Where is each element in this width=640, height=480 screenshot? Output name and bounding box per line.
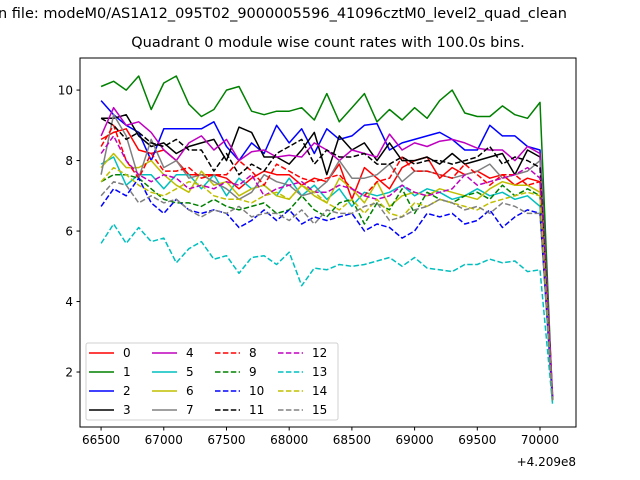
x-tick-label: 68000 [270, 433, 308, 447]
legend-label-8: 8 [249, 346, 257, 360]
series-line-12 [100, 135, 554, 397]
legend-label-11: 11 [249, 403, 264, 417]
legend-label-0: 0 [123, 346, 131, 360]
series-line-1 [100, 75, 554, 401]
plot-frame [79, 57, 577, 428]
chart-title: Quadrant 0 module wise count rates with … [131, 35, 525, 51]
legend-label-10: 10 [249, 384, 264, 398]
legend-label-1: 1 [123, 365, 131, 379]
legend-label-12: 12 [312, 346, 327, 360]
series-line-3 [101, 113, 554, 401]
y-tick-label: 4 [65, 295, 73, 309]
series-line-7 [100, 113, 554, 397]
legend-box [85, 342, 339, 421]
legend-label-15: 15 [312, 403, 327, 417]
legend-label-3: 3 [123, 403, 131, 417]
series-line-9 [100, 173, 554, 401]
y-tick-label: 10 [58, 84, 73, 98]
series-line-11 [100, 117, 554, 401]
legend-label-7: 7 [186, 403, 194, 417]
series-layer [100, 75, 554, 404]
legend-label-9: 9 [249, 365, 257, 379]
y-tick-label: 8 [65, 154, 73, 168]
series-line-8 [100, 124, 554, 397]
y-tick-label: 6 [65, 225, 73, 239]
series-line-2 [100, 100, 554, 397]
x-offset-label: +4.209e8 [517, 455, 576, 469]
x-tick-label: 68500 [333, 433, 371, 447]
y-tick-label: 2 [65, 366, 73, 380]
figure-suptitle: n file: modeM0/AS1A12_095T02_9000005596_… [0, 6, 567, 22]
x-tick-label: 69000 [396, 433, 434, 447]
legend-label-2: 2 [123, 384, 131, 398]
legend-label-6: 6 [186, 384, 194, 398]
series-line-13 [100, 223, 554, 404]
series-line-14 [100, 166, 554, 401]
x-tick-label: 70000 [521, 433, 559, 447]
legend-label-5: 5 [186, 365, 194, 379]
series-line-5 [100, 156, 554, 404]
legend-label-14: 14 [312, 384, 327, 398]
series-line-15 [100, 180, 554, 401]
x-tick-label: 67000 [145, 433, 183, 447]
legend-label-4: 4 [186, 346, 194, 360]
x-tick-label: 67500 [207, 433, 245, 447]
x-tick-label: 69500 [458, 433, 496, 447]
legend-label-13: 13 [312, 365, 327, 379]
x-tick-label: 66500 [82, 433, 120, 447]
axes-layer: 66500 67000 67500 68000 68500 69000 69500 70000… [58, 84, 559, 447]
